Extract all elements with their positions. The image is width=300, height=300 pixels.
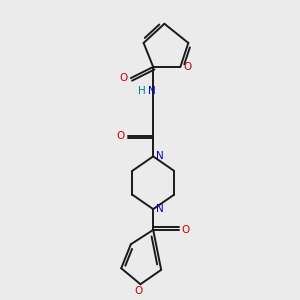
Text: N: N (148, 86, 155, 96)
Text: O: O (116, 130, 125, 141)
Text: N: N (156, 152, 164, 161)
Text: O: O (135, 286, 143, 296)
Text: O: O (120, 73, 128, 83)
Text: O: O (182, 225, 190, 235)
Text: H: H (138, 86, 146, 96)
Text: N: N (156, 204, 164, 214)
Text: O: O (183, 62, 191, 72)
